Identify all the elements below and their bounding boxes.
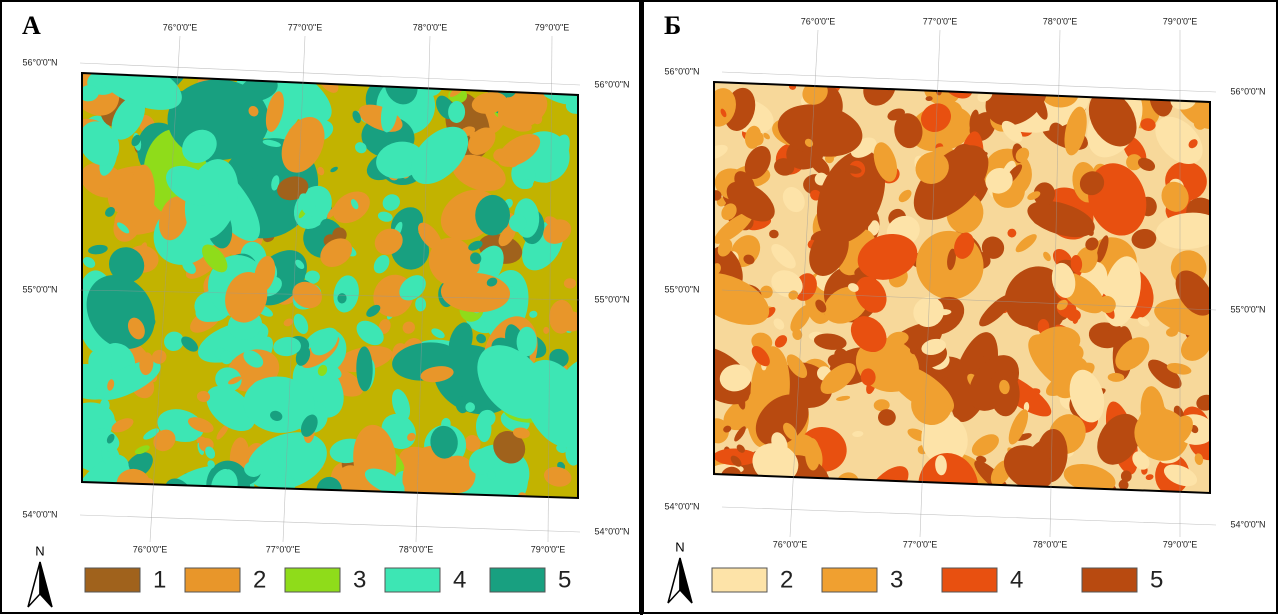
lat-label: 54°0'0"N [1230,519,1265,529]
lon-label: 76°0'0"E [801,16,836,26]
lat-label: 56°0'0"N [594,79,629,89]
lat-label: 54°0'0"N [594,526,629,536]
lat-label: 56°0'0"N [1230,86,1265,96]
legend-swatch [712,568,767,592]
lat-label: 55°0'0"N [1230,304,1265,314]
figure: А 76°0'0"E 77°0'0"E 78°0'0"E 79°0'0"E 76°0'0"… [0,0,1279,615]
legend-label: 5 [1150,566,1163,593]
lat-label: 56°0'0"N [22,57,57,67]
lon-label: 79°0'0"E [531,544,566,554]
lon-label: 76°0'0"E [133,544,168,554]
lon-label: 77°0'0"E [923,16,958,26]
legend-label: 1 [153,566,166,593]
legend-swatch [942,568,997,592]
legend-label: 2 [780,566,793,593]
north-label: N [675,539,684,554]
legend-swatch [185,568,240,592]
lat-label: 55°0'0"N [22,284,57,294]
lon-label: 78°0'0"E [413,22,448,32]
lat-label: 56°0'0"N [664,66,699,76]
lon-label: 78°0'0"E [399,544,434,554]
panel-label: Б [664,11,681,40]
lat-label: 54°0'0"N [22,509,57,519]
legend-label: 4 [453,566,466,593]
legend-label: 5 [558,566,571,593]
legend-swatch [1082,568,1137,592]
legend-swatch [490,568,545,592]
legend-swatch [385,568,440,592]
legend-label: 4 [1010,566,1023,593]
lat-label: 54°0'0"N [664,501,699,511]
legend-label: 2 [253,566,266,593]
legend-label: 3 [353,566,366,593]
lon-label: 77°0'0"E [903,539,938,549]
lon-label: 77°0'0"E [288,22,323,32]
legend-swatch [85,568,140,592]
panel-label: А [22,11,41,40]
lon-label: 79°0'0"E [1163,16,1198,26]
lon-label: 76°0'0"E [163,22,198,32]
lat-label: 55°0'0"N [594,294,629,304]
lon-label: 77°0'0"E [266,544,301,554]
lon-label: 79°0'0"E [535,22,570,32]
lon-label: 78°0'0"E [1043,16,1078,26]
legend-swatch [822,568,877,592]
lon-label: 79°0'0"E [1163,539,1198,549]
lon-label: 76°0'0"E [773,539,808,549]
legend-label: 3 [890,566,903,593]
lon-label: 78°0'0"E [1033,539,1068,549]
north-label: N [35,543,44,558]
lat-label: 55°0'0"N [664,284,699,294]
legend-swatch [285,568,340,592]
